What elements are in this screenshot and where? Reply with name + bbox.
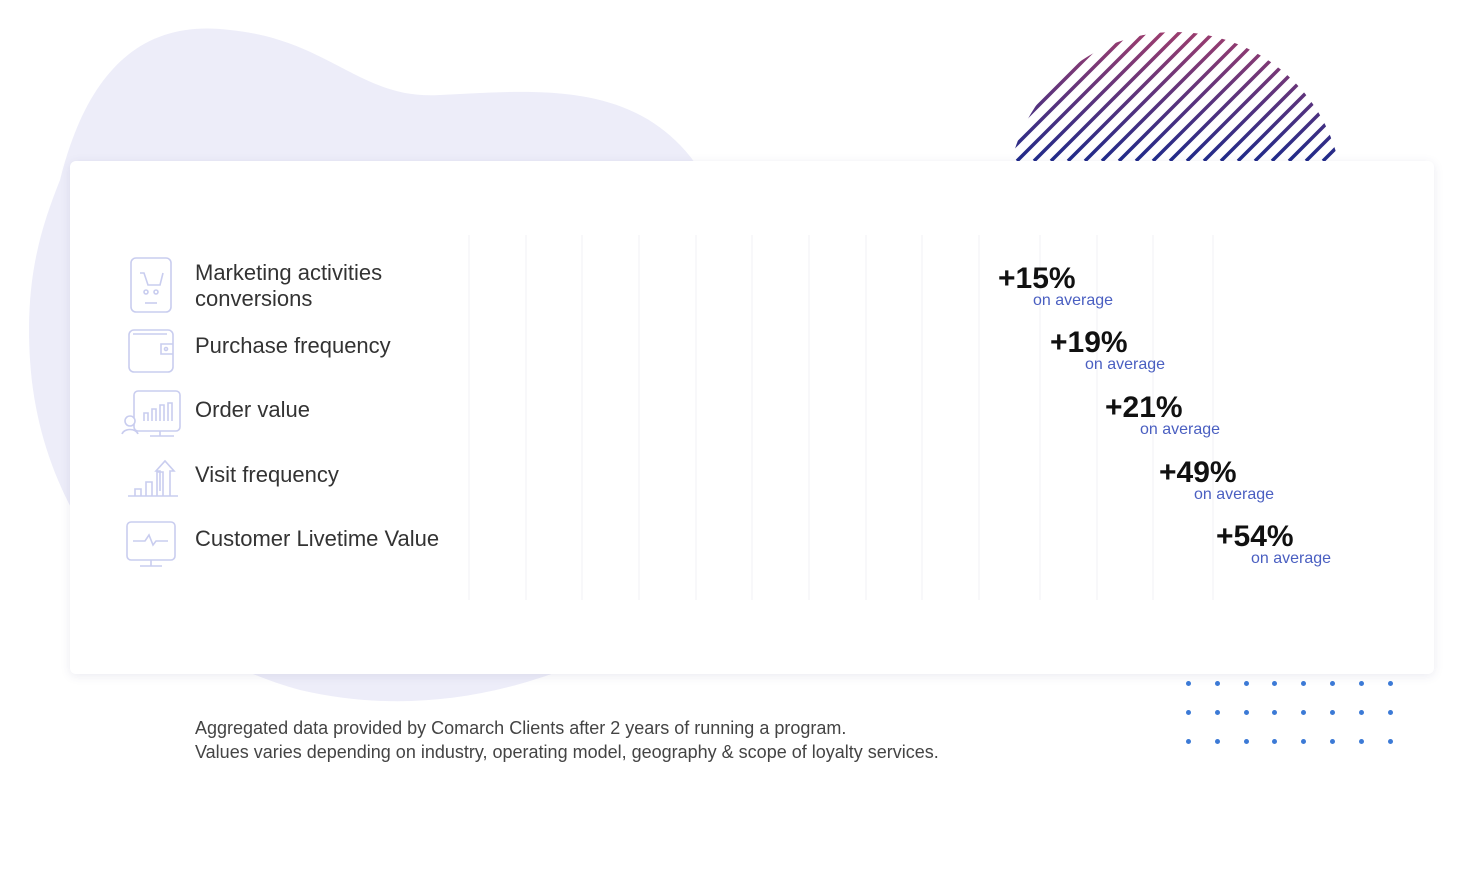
shopping-cart-phone-icon bbox=[130, 257, 172, 313]
value-sublabel-3: on average bbox=[1194, 486, 1275, 503]
dot bbox=[1330, 681, 1335, 686]
stripe bbox=[1032, 32, 1236, 161]
category-label-2: Order value bbox=[195, 397, 310, 422]
dot bbox=[1272, 681, 1278, 686]
value-sublabel-4: on average bbox=[1251, 550, 1332, 567]
dot bbox=[1186, 739, 1191, 744]
dot bbox=[1387, 739, 1393, 744]
dot bbox=[1330, 710, 1335, 715]
dot bbox=[1214, 710, 1220, 715]
stripe bbox=[1270, 32, 1343, 161]
dot bbox=[1358, 710, 1364, 715]
dot bbox=[1272, 710, 1278, 715]
footnote-line-2: Values varies depending on industry, ope… bbox=[195, 742, 939, 762]
dot bbox=[1272, 739, 1278, 744]
category-label-1: Purchase frequency bbox=[195, 333, 391, 358]
dot bbox=[1243, 681, 1249, 686]
stripe bbox=[1287, 32, 1343, 161]
dot bbox=[1243, 710, 1249, 715]
footnote: Aggregated data provided by Comarch Clie… bbox=[195, 716, 939, 764]
stripe bbox=[1100, 32, 1304, 161]
dot bbox=[1243, 739, 1249, 744]
wallet-icon bbox=[128, 329, 174, 373]
value-label-4: +54% bbox=[1216, 520, 1294, 553]
dot bbox=[1301, 739, 1307, 744]
dot bbox=[1214, 739, 1220, 744]
value-label-3: +49% bbox=[1159, 456, 1237, 489]
stripe bbox=[1151, 32, 1343, 161]
dot bbox=[1214, 681, 1220, 686]
category-label-3: Visit frequency bbox=[195, 462, 339, 487]
stripe bbox=[1007, 32, 1202, 161]
category-label-4: Customer Livetime Value bbox=[195, 526, 440, 551]
dot bbox=[1387, 710, 1393, 715]
dot bbox=[1358, 739, 1364, 744]
value-label-2: +21% bbox=[1105, 391, 1183, 424]
dot bbox=[1330, 739, 1335, 744]
dot bbox=[1301, 681, 1307, 686]
user-chart-monitor-icon bbox=[121, 390, 181, 437]
stripe bbox=[1049, 32, 1253, 161]
stripe bbox=[1253, 32, 1343, 161]
dot bbox=[1186, 710, 1191, 715]
value-sublabel-1: on average bbox=[1085, 356, 1166, 373]
stripe bbox=[1117, 32, 1321, 161]
stripe bbox=[1083, 32, 1287, 161]
growth-chart-icon bbox=[128, 459, 178, 497]
category-label-0: Marketing activities conversions bbox=[195, 260, 383, 311]
dot bbox=[1358, 681, 1364, 686]
stripe bbox=[1015, 32, 1219, 161]
value-label-0: +15% bbox=[998, 262, 1076, 295]
stripe bbox=[1134, 32, 1338, 161]
footnote-line-1: Aggregated data provided by Comarch Clie… bbox=[195, 718, 847, 738]
monitor-pulse-icon bbox=[126, 521, 176, 567]
stripe bbox=[1066, 32, 1270, 161]
value-label-1: +19% bbox=[1050, 326, 1128, 359]
dot bbox=[1387, 681, 1393, 686]
dot bbox=[1301, 710, 1307, 715]
dot bbox=[1186, 681, 1191, 686]
value-sublabel-0: on average bbox=[1033, 292, 1114, 309]
value-sublabel-2: on average bbox=[1140, 421, 1221, 438]
